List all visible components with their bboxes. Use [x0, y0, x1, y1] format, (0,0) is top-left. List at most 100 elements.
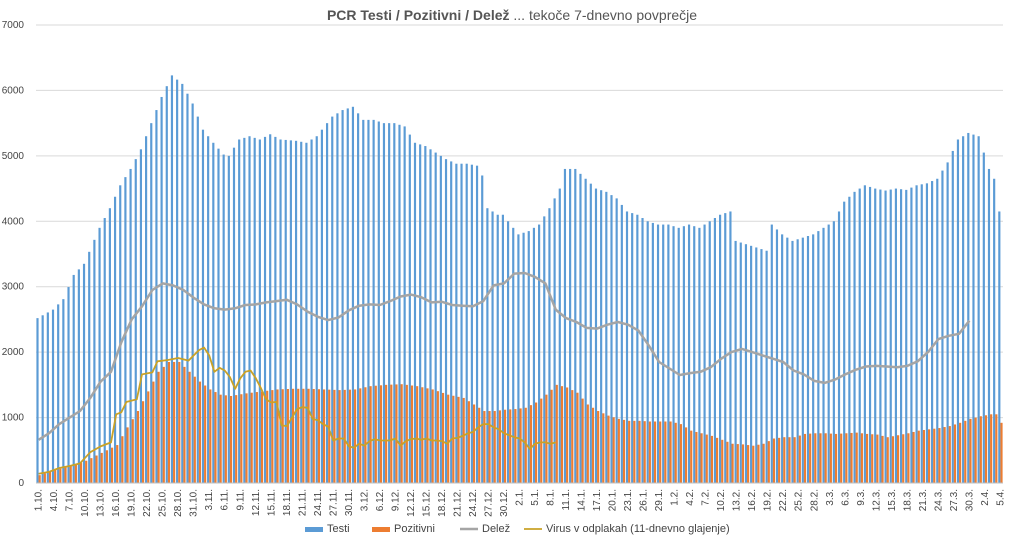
pozitivni-bar	[891, 436, 894, 483]
pozitivni-bar	[865, 433, 869, 483]
testi-bar	[258, 139, 261, 483]
testi-bar	[486, 208, 489, 483]
pozitivni-bar	[674, 422, 677, 483]
testi-bar	[134, 159, 137, 483]
pozitivni-bar	[793, 437, 796, 483]
testi-bar	[227, 155, 230, 483]
pozitivni-bar	[979, 416, 982, 483]
pozitivni-bar	[286, 389, 289, 483]
pozitivni-bar	[886, 437, 889, 483]
pozitivni-bar	[917, 430, 920, 483]
testi-bar	[465, 163, 468, 484]
pozitivni-bar	[840, 433, 843, 483]
pozitivni-bar	[131, 419, 134, 483]
testi-bar	[879, 189, 882, 483]
x-tick-label: 18.11.	[282, 489, 293, 516]
x-tick-label: 28.10.	[173, 489, 184, 517]
x-tick-label: 19.10.	[127, 489, 138, 517]
x-tick-label: 27.3.	[949, 489, 960, 511]
testi-bar	[863, 185, 866, 484]
x-tick-label: 26.1.	[639, 489, 650, 511]
testi-bar	[848, 196, 851, 483]
pozitivni-bar	[871, 434, 874, 483]
pozitivni-bar	[964, 420, 967, 483]
x-tick-label: 9.3.	[856, 489, 867, 506]
pozitivni-bar	[540, 398, 543, 483]
pozitivni-bar	[488, 411, 491, 483]
testi-bar	[750, 245, 753, 483]
testi-bar	[625, 211, 629, 483]
x-tick-label: 12.11.	[251, 489, 262, 516]
pozitivni-bar	[747, 445, 750, 483]
pozitivni-bar	[235, 395, 238, 483]
pozitivni-bar	[64, 467, 67, 483]
pozitivni-bar	[612, 417, 615, 483]
x-tick-label: 27.12.	[483, 489, 494, 517]
testi-bar	[703, 224, 706, 484]
testi-bar	[305, 142, 308, 483]
testi-bar	[656, 224, 660, 484]
testi-bar	[605, 191, 608, 484]
testi-bar	[388, 123, 391, 484]
delez-line	[37, 271, 971, 441]
x-tick-label: 30.3.	[964, 489, 975, 511]
testi-bar	[82, 263, 86, 483]
testi-bar	[569, 168, 572, 483]
testi-bar	[77, 269, 80, 483]
pozitivni-bar	[426, 388, 429, 483]
testi-bar	[574, 168, 577, 483]
testi-bar	[739, 242, 742, 483]
x-tick-label: 21.3.	[918, 489, 929, 511]
pozitivni-bar	[359, 388, 362, 483]
legend-label: Pozitivni	[394, 523, 435, 535]
testi-bar	[253, 137, 256, 483]
x-tick-label: 24.12.	[468, 489, 479, 517]
pozitivni-bar	[110, 447, 114, 483]
x-tick-label: 5.1.	[530, 489, 541, 506]
testi-bar	[72, 274, 75, 483]
pozitivni-bar	[255, 392, 258, 483]
pozitivni-bar	[483, 411, 486, 483]
testi-bar	[300, 141, 303, 484]
testi-bar	[972, 134, 975, 484]
testi-bar	[594, 188, 598, 484]
testi-bar	[248, 136, 251, 483]
legend-swatch	[372, 527, 390, 532]
pozitivni-bar	[374, 385, 377, 483]
x-tick-label: 1.10.	[34, 489, 45, 511]
pozitivni-bar	[219, 394, 222, 483]
x-tick-label: 14.1.	[577, 489, 588, 511]
pozitivni-bar	[142, 401, 145, 483]
pozitivni-bar	[571, 390, 574, 483]
pozitivni-bar	[514, 409, 517, 483]
testi-bar	[874, 188, 877, 484]
line-series	[37, 271, 971, 475]
testi-bar	[538, 224, 541, 484]
x-tick-label: 15.3.	[887, 489, 898, 511]
x-tick-label: 6.3.	[840, 489, 851, 506]
x-tick-label: 6.12.	[375, 489, 386, 511]
pozitivni-bar	[798, 435, 801, 483]
x-tick-label: 18.12.	[437, 489, 448, 517]
pozitivni-bar	[204, 385, 207, 483]
pozitivni-bar	[457, 396, 460, 483]
pozitivni-bar	[995, 414, 998, 483]
pozitivni-bar	[260, 391, 264, 483]
pozitivni-bar	[1000, 422, 1003, 483]
testi-bar	[419, 144, 422, 483]
pozitivni-bar	[586, 404, 589, 483]
testi-bar	[129, 168, 132, 483]
x-tick-label: 22.10.	[142, 489, 153, 517]
testi-bar	[822, 227, 825, 483]
testi-bar	[460, 163, 463, 484]
testi-bar	[315, 136, 318, 483]
pozitivni-bar	[498, 410, 501, 483]
testi-bar	[636, 214, 639, 483]
pozitivni-bar	[716, 437, 719, 483]
x-tick-label: 21.12.	[452, 489, 463, 517]
testi-bar	[925, 183, 929, 483]
testi-bar	[372, 119, 375, 483]
x-tick-label: 9.12.	[390, 489, 401, 511]
pozitivni-bar	[400, 384, 403, 483]
